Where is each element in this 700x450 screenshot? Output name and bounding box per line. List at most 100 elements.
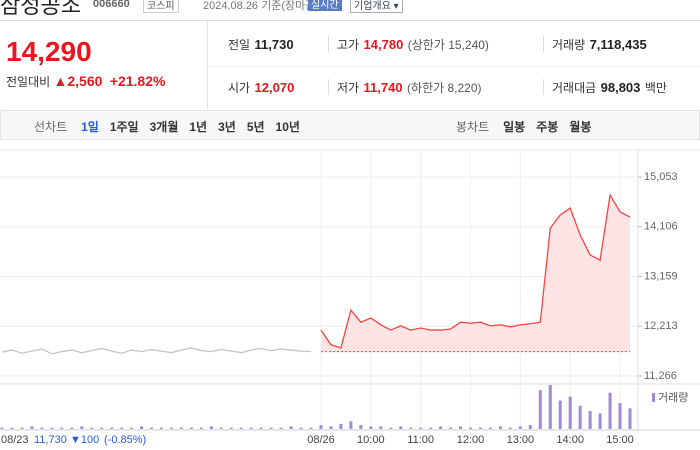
- footer-rate: (-0.85%): [104, 434, 146, 446]
- volume-bar: [469, 427, 473, 429]
- candle-tab[interactable]: 주봉: [536, 120, 559, 134]
- divider: [543, 36, 544, 52]
- volume-bar: [568, 396, 572, 429]
- stat: 거래대금 98,803 백만: [552, 79, 667, 97]
- x-tick-label: 13:00: [507, 434, 535, 446]
- period-tab[interactable]: 3개월: [149, 120, 179, 134]
- volume-bar: [30, 426, 34, 429]
- volume-bar: [50, 427, 54, 429]
- volume-bar: [518, 426, 522, 429]
- volume-bar: [110, 427, 114, 429]
- volume-bar: [538, 390, 542, 429]
- period-tab[interactable]: 5년: [246, 120, 265, 134]
- volume-bar: [299, 427, 303, 429]
- volume-bar: [618, 403, 622, 429]
- stat-label: 거래량: [552, 38, 586, 52]
- stat-unit: 백만: [644, 81, 667, 95]
- market-badge: 코스피: [143, 0, 179, 13]
- divider: [0, 20, 700, 21]
- volume-bar: [339, 423, 343, 429]
- volume-bar: [189, 427, 193, 429]
- volume-bar: [90, 427, 94, 429]
- volume-bar: [249, 427, 253, 429]
- stat-label: 전일: [228, 38, 251, 52]
- x-tick-label: 14:00: [556, 434, 584, 446]
- stat-value: 11,730: [254, 37, 294, 52]
- volume-bar: [229, 427, 233, 429]
- volume-bar: [369, 426, 373, 429]
- volume-bar: [0, 427, 4, 429]
- period-tab[interactable]: 10년: [275, 120, 300, 134]
- stat-value: 98,803: [600, 80, 641, 95]
- y-tick-label: 13,159: [644, 270, 678, 282]
- stat-value: 11,740: [363, 80, 403, 95]
- volume-bar: [498, 426, 502, 429]
- divider: [207, 66, 700, 67]
- date: 2024.08.26 기준(장마감): [203, 0, 320, 12]
- footer-price: 11,730: [34, 434, 67, 446]
- change-row: 전일대비 ▲2,560 +21.82%: [6, 73, 165, 90]
- volume-bar: [379, 426, 383, 429]
- candle-tab[interactable]: 일봉: [503, 120, 526, 134]
- realtime-badge[interactable]: 실시간: [308, 0, 342, 11]
- volume-bar: [429, 427, 433, 429]
- volume-bar: [80, 426, 84, 429]
- volume-bar: [309, 427, 313, 429]
- y-tick-label: 15,053: [644, 171, 678, 183]
- volume-bar: [130, 427, 134, 429]
- volume-bar: [439, 426, 443, 429]
- period-tab[interactable]: 1년: [189, 120, 208, 134]
- stat-value: 14,780: [363, 37, 404, 52]
- candle-tab[interactable]: 월봉: [569, 120, 592, 134]
- x-tick-label: 08/26: [307, 434, 335, 446]
- candle-tabs: 봉차트 일봉 주봉 월봉: [456, 118, 602, 135]
- volume-bar: [10, 427, 14, 429]
- volume-bar: [359, 425, 363, 429]
- volume-bar: [20, 427, 24, 429]
- stat: 고가 14,780 (상한가 15,240): [337, 36, 489, 54]
- company-label: 기업개요: [354, 1, 391, 12]
- volume-bar: [269, 427, 273, 429]
- volume-bar: [349, 421, 353, 429]
- stat-note: (하한가 8,220): [407, 81, 482, 95]
- volume-bar: [40, 427, 44, 429]
- period-tab[interactable]: 1일: [81, 120, 99, 134]
- stat: 저가 11,740 (하한가 8,220): [337, 79, 482, 97]
- volume-bar: [478, 427, 482, 429]
- divider: [328, 36, 329, 52]
- line: [320, 193, 631, 349]
- volume-bar: [558, 400, 562, 429]
- period-tab[interactable]: 3년: [218, 120, 236, 134]
- volume-bar: [219, 427, 223, 429]
- volume-bar: [628, 408, 632, 429]
- stat-label: 거래대금: [552, 81, 597, 95]
- volume-bar: [528, 425, 532, 429]
- legend-swatch: [652, 393, 655, 402]
- change-rate: +21.82%: [109, 73, 166, 89]
- volume-bar: [169, 427, 173, 429]
- x-tick-label: 10:00: [357, 434, 385, 446]
- volume-bar: [419, 427, 423, 429]
- volume-bar: [209, 426, 213, 429]
- stat-label: 고가: [337, 38, 360, 52]
- stat-value: 12,070: [254, 80, 295, 95]
- line-tab-title: 선차트: [34, 120, 68, 134]
- stat: 전일 11,730: [228, 36, 294, 54]
- company-button[interactable]: 기업개요 ▾: [350, 0, 403, 13]
- volume-bar: [289, 426, 293, 429]
- stat-note: (상한가 15,240): [407, 38, 489, 52]
- y-tick-label: 12,213: [644, 320, 678, 332]
- volume-bar: [70, 427, 74, 429]
- area: [320, 195, 630, 352]
- divider: [543, 79, 544, 95]
- volume-bar: [259, 427, 263, 429]
- divider: [328, 79, 329, 95]
- line-tabs: 선차트 1일 1주일 3개월 1년 3년 5년 10년: [34, 118, 311, 135]
- volume-bar: [409, 427, 413, 429]
- tab-bar: 선차트 1일 1주일 3개월 1년 3년 5년 10년 봉차트 일봉 주봉 월봉: [0, 110, 700, 140]
- change-label: 전일대비: [6, 75, 51, 89]
- stat-label: 저가: [337, 81, 360, 95]
- period-tab[interactable]: 1주일: [109, 120, 139, 134]
